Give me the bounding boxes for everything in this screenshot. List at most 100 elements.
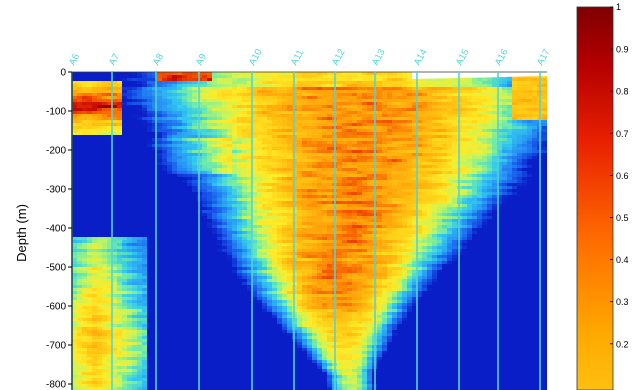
heatmap-cell bbox=[492, 141, 498, 145]
heatmap-cell bbox=[287, 93, 293, 97]
heatmap-cell bbox=[262, 228, 268, 232]
heatmap-cell bbox=[517, 207, 523, 211]
heatmap-cell bbox=[132, 171, 138, 175]
heatmap-cell bbox=[237, 75, 243, 79]
heatmap-cell bbox=[407, 108, 413, 112]
heatmap-cell bbox=[517, 156, 523, 160]
heatmap-cell bbox=[277, 150, 283, 154]
heatmap-cell bbox=[287, 114, 293, 118]
heatmap-cell bbox=[407, 168, 413, 172]
heatmap-cell bbox=[92, 228, 98, 232]
heatmap-cell bbox=[157, 111, 163, 115]
heatmap-cell bbox=[402, 156, 408, 160]
heatmap-cell bbox=[207, 102, 213, 106]
heatmap-cell bbox=[442, 183, 448, 187]
heatmap-cell bbox=[182, 81, 188, 85]
heatmap-cell bbox=[522, 180, 528, 184]
heatmap-cell bbox=[317, 144, 323, 148]
heatmap-cell bbox=[272, 150, 278, 154]
heatmap-cell bbox=[302, 132, 308, 136]
heatmap-cell bbox=[312, 90, 318, 94]
heatmap-cell bbox=[257, 177, 263, 181]
heatmap-cell bbox=[287, 198, 293, 202]
heatmap-cell bbox=[287, 174, 293, 178]
heatmap-cell bbox=[132, 147, 138, 151]
heatmap-cell bbox=[462, 213, 468, 217]
heatmap-cell bbox=[487, 180, 493, 184]
heatmap-cell bbox=[127, 171, 133, 175]
heatmap-cell bbox=[462, 183, 468, 187]
heatmap-cell bbox=[127, 132, 133, 136]
heatmap-cell bbox=[447, 147, 453, 151]
heatmap-cell bbox=[287, 216, 293, 220]
heatmap-cell bbox=[87, 105, 93, 109]
heatmap-cell bbox=[247, 135, 253, 139]
heatmap-cell bbox=[442, 207, 448, 211]
heatmap-cell bbox=[297, 132, 303, 136]
heatmap-cell bbox=[437, 135, 443, 139]
heatmap-cell bbox=[267, 216, 273, 220]
heatmap-cell bbox=[207, 87, 213, 91]
heatmap-cell bbox=[472, 204, 478, 208]
heatmap-cell bbox=[472, 180, 478, 184]
heatmap-cell bbox=[247, 78, 253, 82]
heatmap-cell bbox=[162, 102, 168, 106]
heatmap-cell bbox=[352, 195, 358, 199]
heatmap-cell bbox=[252, 174, 258, 178]
heatmap-cell bbox=[412, 123, 418, 127]
heatmap-cell bbox=[447, 138, 453, 142]
heatmap-cell bbox=[392, 75, 398, 79]
heatmap-cell bbox=[337, 216, 343, 220]
heatmap-cell bbox=[222, 114, 228, 118]
heatmap-cell bbox=[432, 78, 438, 82]
heatmap-cell bbox=[412, 201, 418, 205]
heatmap-cell bbox=[142, 150, 148, 154]
heatmap-cell bbox=[367, 162, 373, 166]
heatmap-cell bbox=[167, 129, 173, 133]
heatmap-cell bbox=[442, 186, 448, 190]
heatmap-cell bbox=[527, 180, 533, 184]
heatmap-cell bbox=[82, 225, 88, 229]
heatmap-cell bbox=[82, 126, 88, 130]
heatmap-cell bbox=[497, 129, 503, 133]
heatmap-cell bbox=[387, 138, 393, 142]
heatmap-cell bbox=[232, 213, 238, 217]
heatmap-cell bbox=[367, 171, 373, 175]
heatmap-cell bbox=[137, 180, 143, 184]
heatmap-cell bbox=[267, 78, 273, 82]
heatmap-cell bbox=[307, 84, 313, 88]
heatmap-cell bbox=[227, 120, 233, 124]
heatmap-cell bbox=[122, 72, 128, 76]
heatmap-cell bbox=[377, 189, 383, 193]
heatmap-cell bbox=[272, 138, 278, 142]
heatmap-cell bbox=[437, 90, 443, 94]
heatmap-cell bbox=[222, 156, 228, 160]
heatmap-cell bbox=[142, 123, 148, 127]
heatmap-cell bbox=[477, 150, 483, 154]
heatmap-cell bbox=[187, 129, 193, 133]
heatmap-cell bbox=[117, 99, 123, 103]
heatmap-cell bbox=[217, 228, 223, 232]
heatmap-cell bbox=[97, 117, 103, 121]
heatmap-cell bbox=[287, 159, 293, 163]
heatmap-cell bbox=[192, 99, 198, 103]
heatmap-cell bbox=[312, 210, 318, 214]
heatmap-cell bbox=[507, 147, 513, 151]
heatmap-cell bbox=[352, 81, 358, 85]
heatmap-cell bbox=[447, 93, 453, 97]
heatmap-cell bbox=[117, 105, 123, 109]
heatmap-cell bbox=[192, 147, 198, 151]
heatmap-cell bbox=[437, 186, 443, 190]
heatmap-cell bbox=[187, 180, 193, 184]
heatmap-cell bbox=[122, 111, 128, 115]
heatmap-cell bbox=[417, 174, 423, 178]
heatmap-cell bbox=[442, 225, 448, 229]
heatmap-cell bbox=[262, 108, 268, 112]
heatmap-cell bbox=[357, 153, 363, 157]
heatmap-cell bbox=[482, 195, 488, 199]
heatmap-cell bbox=[382, 192, 388, 196]
heatmap-cell bbox=[472, 96, 478, 100]
heatmap-cell bbox=[307, 207, 313, 211]
heatmap-cell bbox=[432, 204, 438, 208]
heatmap-cell bbox=[387, 78, 393, 82]
